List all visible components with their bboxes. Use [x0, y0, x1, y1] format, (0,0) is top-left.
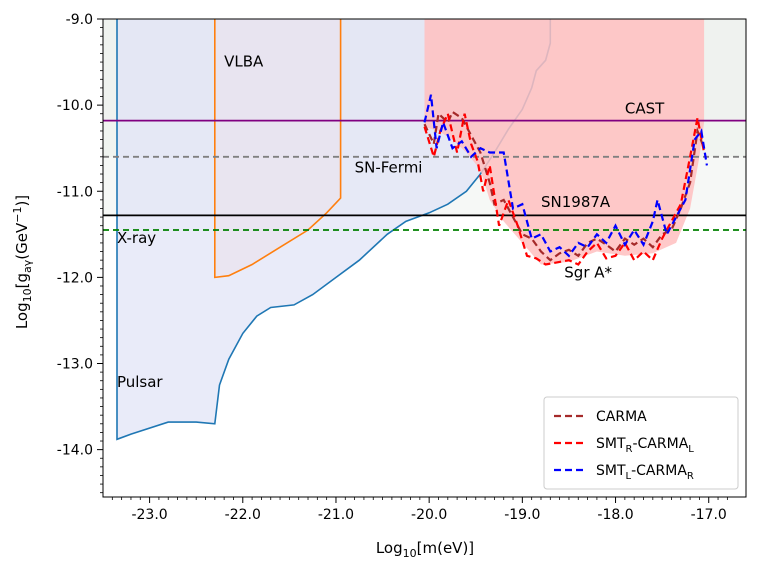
- label-sn1987a: SN1987A: [541, 193, 611, 211]
- y-axis-title: Log10[gaγ(GeV−1)]: [11, 195, 34, 329]
- label-vlba: VLBA: [224, 52, 264, 70]
- region-sgr-a: [424, 19, 705, 265]
- y-tick-label: -10.0: [57, 98, 93, 114]
- series-smt-l-carma-r: [423, 94, 708, 258]
- legend-label-carma: CARMA: [596, 409, 647, 425]
- y-tick-label: -13.0: [57, 357, 93, 373]
- x-tick-label: -18.0: [597, 507, 633, 523]
- x-axis-title: Log10[m(eV)]: [376, 539, 474, 560]
- x-tick-label: -23.0: [131, 507, 167, 523]
- x-tick-label: -22.0: [225, 507, 261, 523]
- plot-frame: [102, 18, 747, 498]
- series-smt-r-carma-l: [423, 110, 706, 266]
- legend-box: [543, 396, 739, 490]
- x-tick-label: -20.0: [411, 507, 447, 523]
- y-tick-label: -12.0: [57, 270, 93, 286]
- y-tick-label: -14.0: [57, 443, 93, 459]
- label-x-ray: X-ray: [117, 229, 156, 247]
- region-boundary-vlba: [214, 19, 342, 279]
- label-pulsar: Pulsar: [117, 373, 163, 391]
- region-vlba: [214, 19, 341, 278]
- y-tick-label: -9.0: [66, 12, 93, 28]
- data-series: [423, 94, 708, 266]
- label-sgr-a: Sgr A*: [564, 263, 612, 281]
- ticks: -23.0 -22.0 -21.0 -20.0 -19.0 -18.0 -17.0 -9.0 -…: [57, 12, 728, 523]
- region-labels: VLBA CAST SN-Fermi SN1987A X-ray Sgr A* Pulsar: [117, 52, 665, 390]
- series-carma: [423, 110, 706, 262]
- label-sn-fermi: SN-Fermi: [355, 158, 423, 176]
- x-tick-label: -21.0: [318, 507, 354, 523]
- legend: CARMA SMTR-CARMAL SMTL-CARMAR: [543, 396, 739, 490]
- axes: [102, 18, 747, 498]
- legend-label-smt-l-carma-r: SMTL-CARMAR: [596, 463, 694, 482]
- x-tick-label: -17.0: [691, 507, 727, 523]
- y-tick-label: -11.0: [57, 184, 93, 200]
- label-cast: CAST: [625, 100, 665, 118]
- legend-label-smt-r-carma-l: SMTR-CARMAL: [596, 436, 694, 455]
- plot-area: VLBA CAST SN-Fermi SN1987A X-ray Sgr A* Pulsar: [103, 19, 746, 441]
- x-tick-label: -19.0: [504, 507, 540, 523]
